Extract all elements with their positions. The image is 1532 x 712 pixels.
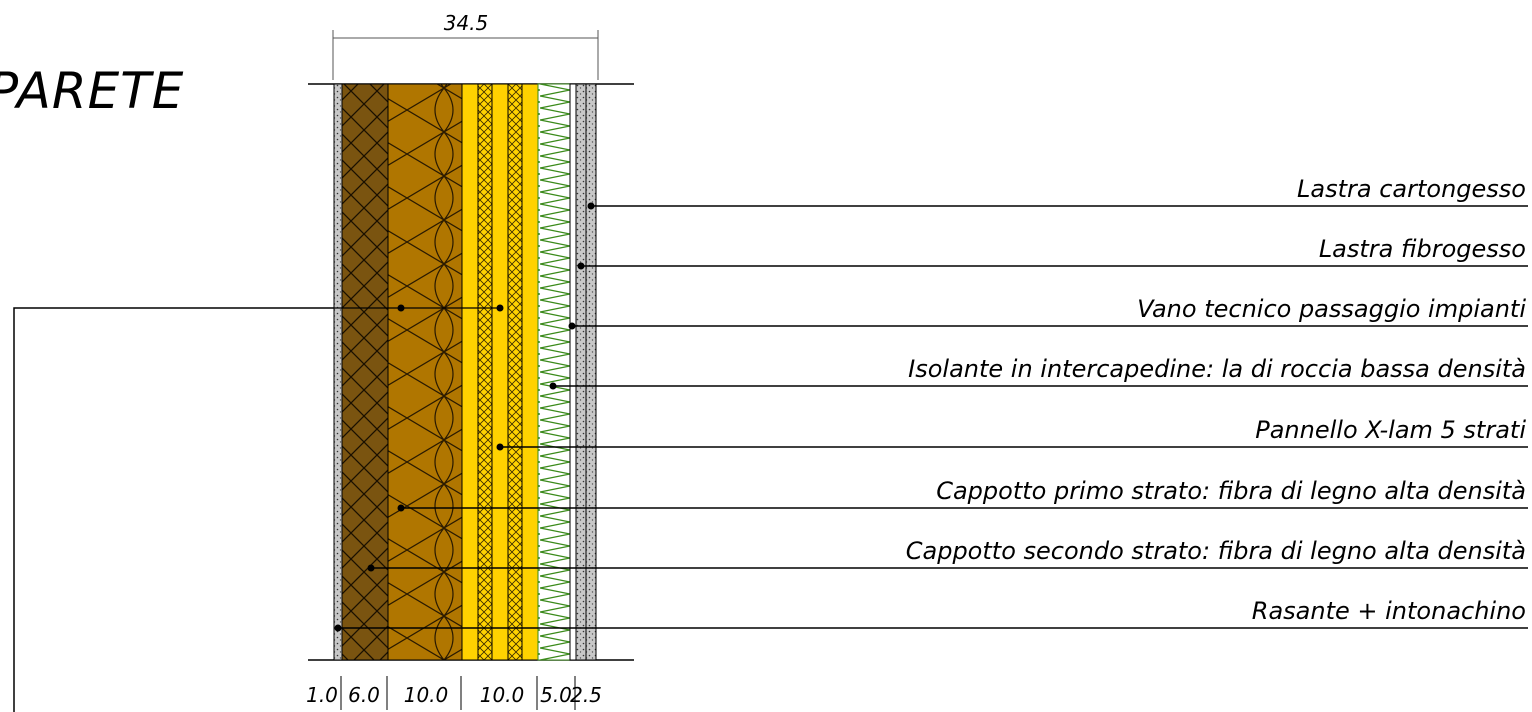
overall-dimension-value: 34.5 bbox=[444, 11, 489, 35]
thickness-dimensions: 1.0 6.0 10.0 10.0 5.0 2.5 bbox=[306, 676, 602, 710]
section-marker-dot-2 bbox=[496, 304, 504, 312]
label-fibrogesso: Lastra fibrogesso bbox=[1319, 235, 1526, 263]
label-vano-tecnico: Vano tecnico passaggio impianti bbox=[1137, 295, 1526, 323]
leader-dot-vano bbox=[568, 322, 576, 330]
label-cartongesso: Lastra cartongesso bbox=[1297, 175, 1526, 203]
thickness-1: 1.0 bbox=[306, 683, 338, 707]
thickness-5: 5.0 bbox=[540, 683, 572, 707]
leader-dot-cappotto-secondo bbox=[367, 564, 375, 572]
leader-labels: Lastra cartongesso Lastra fibrogesso Van… bbox=[334, 175, 1528, 632]
label-rasante: Rasante + intonachino bbox=[1252, 597, 1526, 625]
thickness-4: 10.0 bbox=[480, 683, 525, 707]
leader-dot-xlam bbox=[496, 443, 504, 451]
section-marker-dot-1 bbox=[397, 304, 405, 312]
leader-dot-cappotto-primo bbox=[397, 504, 405, 512]
label-xlam: Pannello X-lam 5 strati bbox=[1255, 416, 1526, 444]
layer-xlam-4 bbox=[507, 83, 523, 661]
wall-layers bbox=[333, 83, 597, 661]
thickness-2: 6.0 bbox=[348, 683, 380, 707]
layer-rasante bbox=[333, 83, 343, 661]
overall-dimension: 34.5 bbox=[332, 11, 599, 80]
layer-fibrogesso bbox=[575, 83, 587, 661]
label-cappotto-secondo: Cappotto secondo strato: fibra di legno … bbox=[906, 537, 1526, 565]
leader-dot-cartongesso bbox=[587, 202, 595, 210]
leader-dot-rasante bbox=[334, 624, 342, 632]
section-marker-line bbox=[13, 307, 334, 712]
layer-cappotto-primo bbox=[387, 83, 463, 661]
layer-cappotto-secondo bbox=[341, 83, 389, 661]
layer-isolante bbox=[537, 83, 571, 661]
layer-xlam-3 bbox=[491, 83, 509, 661]
title-text: PARETE bbox=[0, 62, 184, 120]
layer-vano-tecnico bbox=[569, 83, 577, 661]
layer-xlam-2 bbox=[477, 83, 493, 661]
thickness-3: 10.0 bbox=[404, 683, 449, 707]
layer-xlam-1 bbox=[461, 83, 479, 661]
leader-dot-isolante bbox=[549, 382, 557, 390]
thickness-6: 2.5 bbox=[570, 683, 602, 707]
label-cappotto-primo: Cappotto primo strato: fibra di legno al… bbox=[936, 477, 1526, 505]
leader-dot-fibrogesso bbox=[577, 262, 585, 270]
label-isolante: Isolante in intercapedine: la di roccia … bbox=[908, 355, 1526, 383]
layer-cartongesso bbox=[585, 83, 597, 661]
layer-xlam-5 bbox=[521, 83, 539, 661]
